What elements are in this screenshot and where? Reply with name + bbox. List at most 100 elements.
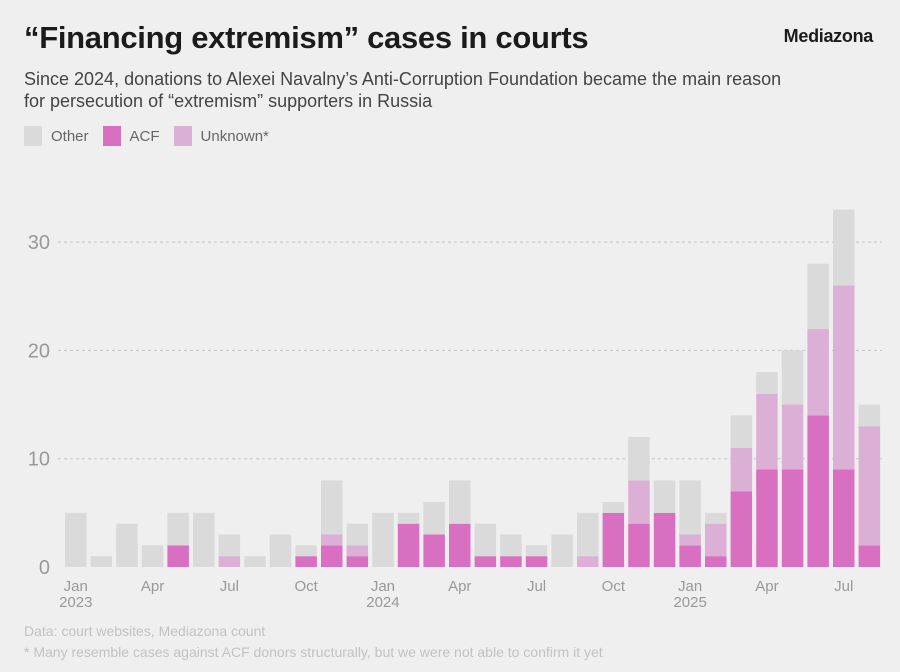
x-tick-label: Apr — [755, 578, 778, 595]
legend-label-acf: ACF — [129, 127, 160, 145]
bar-stack-2023-01 — [65, 512, 87, 567]
bar-acf-2025-02 — [705, 556, 727, 567]
x-tick-label: Oct — [294, 578, 318, 595]
bar-other-2025-01 — [679, 480, 701, 535]
bar-acf-2025-04 — [756, 469, 778, 567]
bar-stack-2024-09 — [577, 512, 599, 567]
bar-stack-2024-01 — [372, 512, 394, 567]
bar-acf-2023-10 — [295, 556, 317, 567]
bar-acf-2025-06 — [807, 415, 829, 567]
bar-other-2023-04 — [141, 545, 164, 567]
bar-other-2024-11 — [628, 437, 650, 481]
bar-stack-2024-07 — [525, 545, 548, 567]
x-tick-label: Apr — [141, 578, 164, 595]
y-tick-label: 20 — [28, 340, 50, 362]
bar-acf-2024-10 — [602, 512, 625, 567]
bar-other-2024-07 — [525, 545, 548, 557]
bar-acf-2025-07 — [833, 469, 855, 567]
bar-stack-2023-07 — [218, 534, 241, 567]
legend-swatch-unknown — [173, 126, 192, 146]
bar-acf-2024-11 — [628, 523, 650, 567]
bar-stack-2023-12 — [346, 523, 369, 567]
bar-unknown-2023-12 — [346, 545, 369, 557]
x-tick-label: Jul — [834, 578, 853, 595]
bar-stack-2024-08 — [551, 534, 573, 567]
bar-other-2024-01 — [372, 512, 394, 567]
bar-other-2025-08 — [858, 404, 881, 427]
bar-acf-2024-02 — [397, 523, 420, 567]
bar-other-2024-04 — [449, 480, 471, 524]
bar-stack-2023-05 — [167, 512, 189, 567]
bars — [65, 209, 881, 567]
bar-stack-2025-02 — [705, 512, 727, 567]
bar-stack-2023-08 — [244, 556, 266, 567]
legend: Other ACF Unknown* — [24, 126, 283, 146]
bar-other-2024-08 — [551, 534, 573, 567]
bar-acf-2025-03 — [730, 491, 753, 567]
x-tick-label: Jan — [371, 578, 395, 595]
bar-other-2023-06 — [193, 512, 215, 567]
bar-acf-2023-11 — [321, 545, 343, 567]
chart-subtitle: Since 2024, donations to Alexei Navalny’… — [24, 69, 782, 111]
bar-other-2023-03 — [116, 523, 138, 567]
y-axis-ticks: 0 10 20 30 — [28, 232, 50, 579]
bar-other-2024-03 — [423, 502, 445, 535]
bar-other-2023-01 — [65, 512, 87, 567]
bar-stack-2024-04 — [449, 480, 471, 567]
bar-stack-2025-03 — [730, 415, 753, 567]
bar-other-2023-07 — [218, 534, 241, 557]
bar-unknown-2023-07 — [218, 556, 241, 567]
bar-unknown-2024-11 — [628, 480, 650, 524]
legend-swatch-other — [24, 126, 42, 146]
bar-stack-2025-05 — [781, 350, 804, 567]
y-tick-label: 30 — [28, 232, 50, 254]
x-tick-label: Jan — [64, 578, 88, 595]
bar-unknown-2025-04 — [756, 393, 778, 470]
bar-stack-2025-08 — [858, 404, 881, 567]
bar-other-2025-03 — [730, 415, 753, 448]
bar-other-2025-02 — [705, 512, 727, 524]
bar-other-2023-08 — [244, 556, 266, 567]
bar-acf-2023-05 — [167, 545, 189, 567]
bar-other-2024-10 — [602, 502, 625, 513]
bar-acf-2024-05 — [474, 556, 497, 567]
legend-label-unknown: Unknown* — [200, 127, 269, 145]
bar-stack-2025-01 — [679, 480, 701, 567]
bar-acf-2024-12 — [653, 512, 676, 567]
footnote: * Many resemble cases against ACF donors… — [24, 644, 603, 660]
bar-stack-2024-03 — [423, 502, 445, 567]
bar-other-2023-02 — [90, 556, 113, 567]
bar-acf-2023-12 — [346, 556, 369, 567]
source-note: Data: court websites, Mediazona count — [24, 623, 266, 639]
bar-unknown-2025-03 — [730, 447, 753, 492]
bar-unknown-2025-07 — [833, 285, 855, 470]
bar-acf-2025-05 — [781, 469, 804, 567]
bar-stack-2023-02 — [90, 556, 113, 567]
bar-stack-2025-04 — [756, 372, 778, 567]
bar-unknown-2025-01 — [679, 534, 701, 546]
bar-unknown-2025-06 — [807, 328, 829, 416]
bar-acf-2024-03 — [423, 534, 445, 567]
legend-item-unknown: Unknown* — [173, 126, 269, 146]
bar-other-2024-02 — [397, 512, 420, 524]
bar-other-2023-05 — [167, 512, 189, 546]
brand-logo: Mediazona — [783, 26, 874, 46]
bar-other-2025-05 — [781, 350, 804, 405]
legend-swatch-acf — [102, 126, 121, 146]
bar-other-2024-12 — [653, 480, 676, 513]
bar-other-2023-12 — [346, 523, 369, 546]
chart-title: “Financing extremism” cases in courts — [24, 20, 589, 55]
bar-stack-2023-10 — [295, 545, 317, 567]
x-tick-label: Jul — [220, 578, 239, 595]
bar-other-2024-06 — [500, 534, 522, 557]
bar-stack-2024-10 — [602, 502, 625, 567]
bar-acf-2025-08 — [858, 545, 881, 567]
legend-item-acf: ACF — [102, 126, 160, 146]
bar-acf-2024-07 — [525, 556, 548, 567]
y-tick-label: 10 — [28, 449, 50, 471]
bar-unknown-2025-08 — [858, 426, 881, 546]
bar-other-2023-10 — [295, 545, 317, 557]
bar-other-2023-09 — [269, 534, 292, 567]
